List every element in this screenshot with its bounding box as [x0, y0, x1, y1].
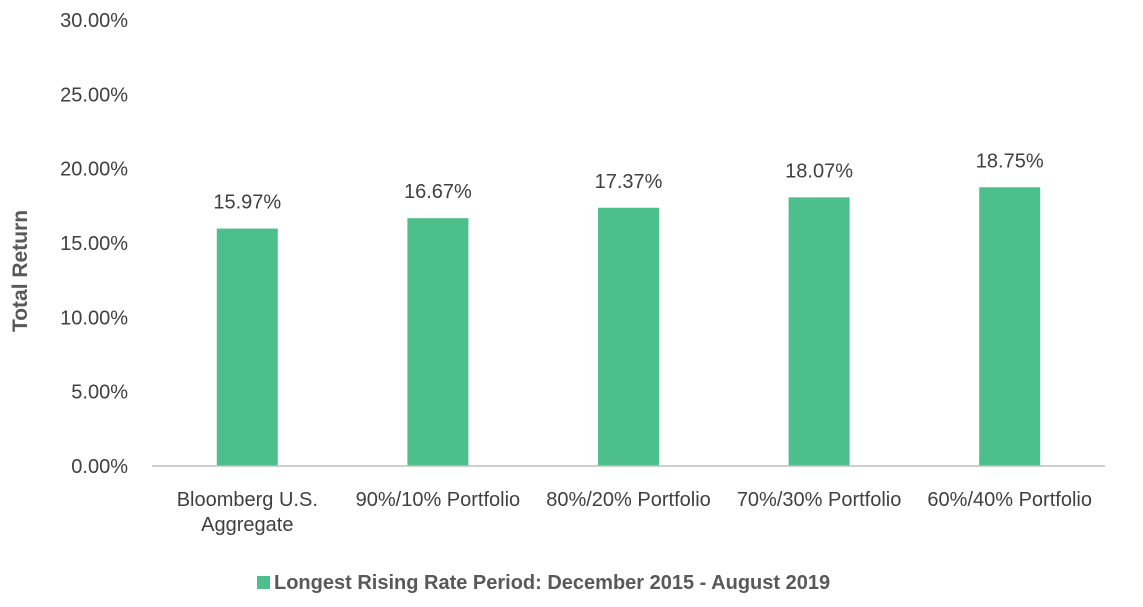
data-label: 18.75% — [976, 150, 1044, 172]
y-tick-label: 10.00% — [60, 307, 128, 329]
y-tick-label: 30.00% — [60, 10, 128, 32]
y-tick-label: 15.00% — [60, 233, 128, 255]
legend-label: Longest Rising Rate Period: December 201… — [274, 572, 830, 594]
y-axis-ticks: 0.00% 5.00% 10.00% 15.00% 20.00% 25.00% 30.00% — [60, 10, 128, 478]
bar — [407, 218, 469, 466]
x-tick-label: Bloomberg U.S. Aggregate — [177, 489, 318, 536]
y-axis-title: Total Return — [9, 210, 32, 332]
y-tick-label: 25.00% — [60, 84, 128, 106]
bar — [979, 187, 1041, 466]
bar — [216, 228, 278, 466]
data-labels: 15.97% 16.67% 17.37% 18.07% 18.75% — [213, 150, 1043, 213]
x-tick-label: 70%/30% Portfolio — [737, 489, 902, 511]
y-tick-label: 0.00% — [71, 456, 128, 478]
y-tick-label: 5.00% — [71, 382, 128, 404]
bar — [598, 207, 659, 467]
legend: Longest Rising Rate Period: December 201… — [257, 572, 830, 594]
bars — [216, 187, 1041, 467]
bar — [788, 197, 850, 467]
y-tick-label: 20.00% — [60, 159, 128, 181]
data-label: 18.07% — [785, 160, 853, 182]
legend-swatch — [257, 576, 270, 589]
data-label: 15.97% — [213, 192, 281, 214]
data-label: 16.67% — [404, 181, 472, 203]
x-tick-label: 80%/20% Portfolio — [546, 489, 711, 511]
x-tick-label: 90%/10% Portfolio — [356, 489, 521, 511]
x-tick-label: 60%/40% Portfolio — [927, 489, 1092, 511]
x-axis-labels: Bloomberg U.S. Aggregate 90%/10% Portfolio… — [177, 489, 1092, 536]
data-label: 17.37% — [595, 171, 663, 193]
